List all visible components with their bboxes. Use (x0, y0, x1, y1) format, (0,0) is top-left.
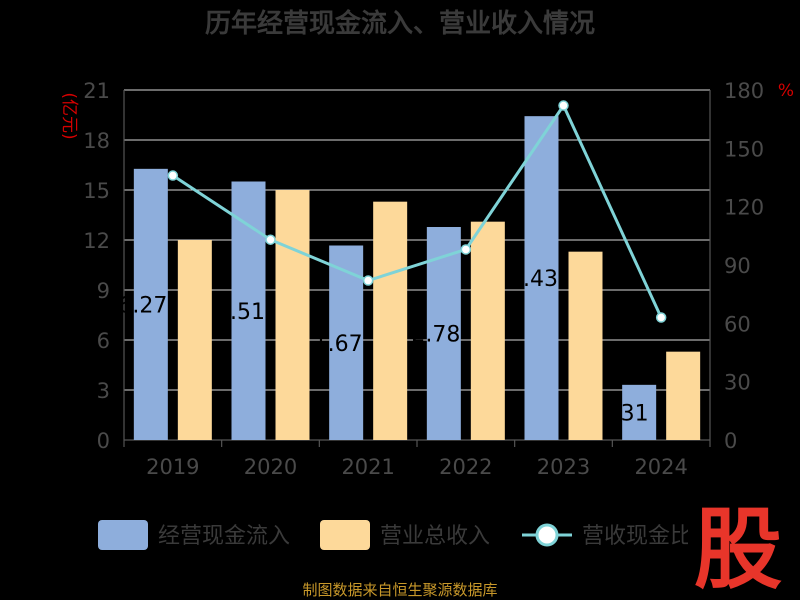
right-tick-label: 120 (724, 196, 764, 220)
left-tick-label: 0 (97, 429, 110, 453)
bar-cash-inflow (133, 168, 168, 441)
left-tick-label: 21 (83, 79, 110, 103)
ratio-point (460, 244, 472, 255)
legend-label-cash: 经营现金流入 (158, 524, 290, 549)
left-tick-label: 6 (97, 329, 110, 353)
legend-swatch-revenue (320, 520, 370, 550)
ratio-point (655, 312, 667, 323)
bar-cash-inflow (622, 384, 657, 440)
right-tick-label: 150 (724, 137, 764, 161)
bar-revenue (470, 221, 505, 440)
gridlines (124, 89, 710, 441)
logo: 股 (688, 498, 800, 600)
ratio-line-path (172, 102, 663, 319)
source-note: 制图数据来自恒生聚源数据库 (302, 581, 497, 599)
right-tick-label: 60 (724, 312, 751, 336)
right-tick-label: 90 (724, 254, 751, 278)
legend: 经营现金流入 营业总收入 营收现金比 (98, 520, 692, 550)
bar-cash-inflow (329, 245, 364, 440)
logo-backdrop (688, 498, 800, 600)
data-label-cash-inflow: 2.78 (411, 323, 460, 348)
ratio-point (265, 234, 276, 245)
chart-title: 历年经营现金流入、营业收入情况 (205, 8, 595, 39)
left-tick-label: 12 (83, 229, 110, 253)
left-axis-unit: (亿元) (59, 92, 79, 139)
x-tick-label: 2024 (634, 455, 687, 479)
data-label-cash-inflow: .31 (614, 401, 649, 426)
x-tick-label: 2020 (244, 455, 297, 479)
x-tick-label: 2022 (439, 455, 492, 479)
bar-revenue (275, 190, 310, 440)
legend-label-ratio: 营收现金比 (582, 524, 692, 549)
bar-cash-inflow (426, 227, 461, 440)
x-tick-label: 2019 (146, 455, 199, 479)
legend-label-revenue: 营业总收入 (380, 524, 490, 549)
right-tick-label: 30 (724, 371, 751, 395)
bars (133, 116, 701, 441)
left-tick-label: 15 (83, 179, 110, 203)
bar-revenue (177, 240, 212, 440)
bar-revenue (373, 201, 408, 440)
left-tick-label: 9 (97, 279, 110, 303)
legend-marker-ratio (535, 523, 559, 547)
left-tick-label: 3 (97, 379, 110, 403)
tick-labels: 0 3 6 9 12 15 18 21 0 30 60 90 120 150 180 2019 2020 2021… (83, 79, 764, 479)
ratio-line (167, 100, 667, 323)
ratio-point (167, 170, 179, 181)
data-label-cash-inflow: 9.43 (509, 267, 558, 292)
right-axis-unit: % (778, 81, 794, 101)
data-labels: 6.27 5.51 1.67 2.78 9.43 .31 (118, 267, 648, 426)
data-label-cash-inflow: 6.27 (118, 293, 167, 318)
right-tick-label: 0 (724, 429, 737, 453)
bar-cash-inflow (524, 116, 559, 441)
right-tick-label: 180 (724, 79, 764, 103)
data-label-cash-inflow: 5.51 (216, 300, 265, 325)
legend-swatch-cash (98, 520, 148, 550)
x-tick-label: 2021 (341, 455, 394, 479)
axes (123, 90, 711, 447)
ratio-point (558, 100, 569, 111)
ratio-point (362, 275, 374, 286)
bar-revenue (568, 251, 603, 440)
bar-revenue (666, 351, 701, 440)
logo-glyph: 股 (694, 498, 782, 600)
x-tick-label: 2023 (537, 455, 590, 479)
left-tick-label: 18 (83, 129, 110, 153)
data-label-cash-inflow: 1.67 (314, 332, 363, 357)
